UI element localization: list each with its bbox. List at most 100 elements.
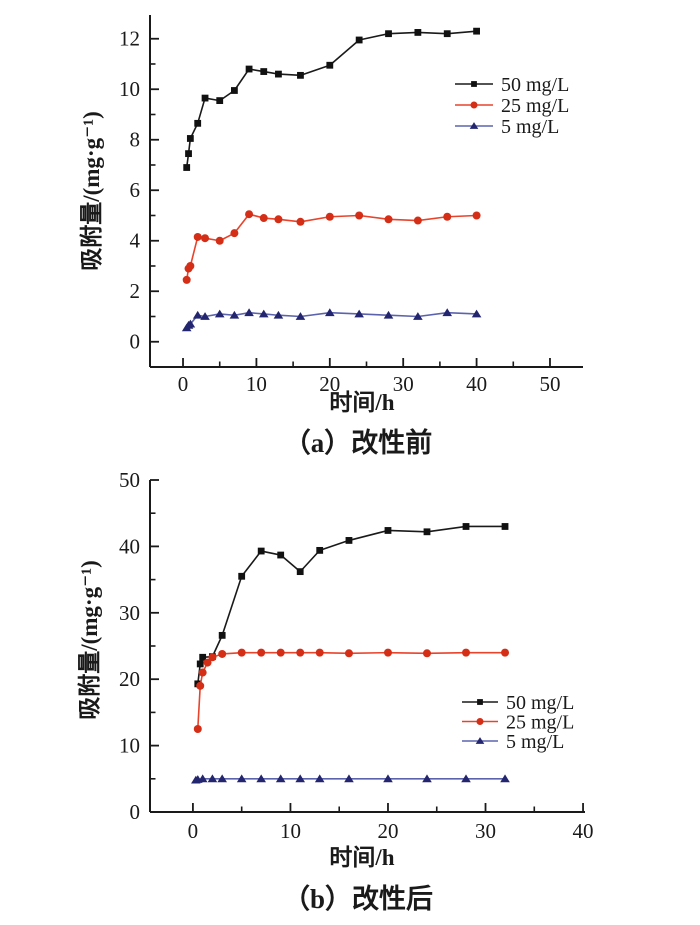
y-tick-label: 20 (119, 667, 140, 691)
y-tick-label: 50 (119, 468, 140, 492)
marker-square (245, 65, 253, 73)
marker-circle (296, 217, 305, 226)
marker-square (443, 30, 451, 38)
legend-marker-square (477, 699, 483, 705)
series-line (185, 30, 478, 169)
marker-circle (384, 215, 393, 224)
x-tick-label: 20 (319, 372, 340, 396)
y-tick-label: 8 (130, 128, 141, 152)
marker-square (260, 68, 268, 75)
marker-square (296, 568, 304, 576)
axis-label-y: 吸附量/(mg·g⁻¹) (78, 111, 104, 271)
marker-circle (355, 211, 364, 220)
marker-circle (186, 261, 195, 270)
marker-triangle (217, 774, 227, 783)
marker-circle (198, 668, 207, 677)
marker-square (216, 97, 224, 105)
marker-triangle (275, 774, 286, 783)
marker-triangle (442, 308, 453, 317)
marker-triangle (258, 309, 269, 318)
marker-triangle (273, 310, 284, 319)
legend-marker-triangle (475, 737, 485, 744)
marker-triangle (500, 774, 510, 783)
series-50-mg-L (194, 523, 509, 688)
marker-circle (193, 232, 202, 241)
y-tick-label: 4 (130, 229, 141, 253)
marker-circle (245, 210, 254, 219)
x-tick-label: 0 (188, 819, 199, 843)
marker-triangle (422, 774, 432, 783)
marker-circle (325, 212, 334, 221)
marker-square (355, 36, 363, 44)
legend-label: 50 mg/L (501, 74, 569, 96)
chart-caption: （b）改性后 (283, 884, 433, 914)
marker-square (201, 94, 209, 102)
marker-triangle (461, 774, 471, 783)
x-tick-label: 30 (393, 372, 414, 396)
marker-triangle (413, 312, 423, 320)
marker-circle (182, 275, 191, 284)
marker-circle (472, 211, 481, 220)
y-tick-label: 40 (119, 534, 140, 558)
marker-circle (315, 648, 324, 657)
marker-triangle (295, 774, 306, 783)
marker-triangle (314, 774, 325, 783)
legend-label: 5 mg/L (501, 116, 559, 138)
y-tick-label: 6 (130, 178, 141, 202)
x-tick-label: 20 (377, 819, 398, 843)
marker-circle (422, 649, 431, 658)
marker-square (384, 527, 392, 534)
marker-square (316, 546, 324, 554)
marker-square (345, 537, 353, 544)
marker-square (257, 547, 265, 555)
marker-square (186, 135, 194, 142)
legend-label: 25 mg/L (506, 712, 574, 734)
marker-square (183, 164, 191, 171)
marker-triangle (214, 309, 225, 318)
marker-square (297, 71, 304, 79)
marker-square (230, 87, 238, 94)
x-tick-label: 0 (178, 372, 189, 396)
marker-square (473, 27, 480, 35)
x-tick-label: 10 (246, 372, 267, 396)
marker-triangle (229, 310, 240, 319)
chart-caption: （a）改性前 (284, 427, 433, 458)
marker-circle (196, 681, 205, 690)
x-tick-label: 40 (573, 819, 594, 843)
marker-circle (230, 229, 239, 238)
marker-triangle (244, 308, 254, 317)
marker-square (275, 70, 282, 78)
legend-marker-circle (476, 718, 484, 725)
legend-label: 50 mg/L (506, 692, 574, 714)
axis-label-x: 时间/h (329, 390, 394, 415)
y-tick-label: 12 (119, 27, 140, 51)
marker-triangle (207, 774, 218, 783)
y-tick-label: 0 (130, 800, 141, 824)
series-line (196, 525, 506, 685)
marker-square (194, 119, 202, 127)
marker-triangle (325, 308, 335, 317)
legend: 50 mg/L25 mg/L5 mg/L (462, 692, 574, 753)
marker-circle (193, 725, 202, 733)
marker-square (414, 29, 422, 36)
x-tick-label: 40 (466, 372, 487, 396)
marker-triangle (200, 312, 210, 320)
legend-marker-square (471, 81, 477, 87)
series-25-mg-L (193, 648, 510, 733)
marker-square (462, 523, 470, 530)
axis-label-x: 时间/h (329, 845, 394, 870)
marker-square (196, 660, 204, 668)
x-tick-label: 50 (539, 372, 560, 396)
y-tick-label: 10 (119, 77, 140, 101)
legend-label: 25 mg/L (501, 95, 569, 117)
x-tick-label: 30 (475, 819, 496, 843)
marker-circle (443, 212, 452, 221)
marker-square (277, 551, 285, 559)
marker-square (423, 528, 431, 536)
marker-triangle (295, 312, 306, 320)
series-25-mg-L (182, 210, 481, 284)
marker-triangle (197, 774, 208, 783)
marker-circle (218, 649, 227, 658)
marker-square (326, 61, 334, 69)
